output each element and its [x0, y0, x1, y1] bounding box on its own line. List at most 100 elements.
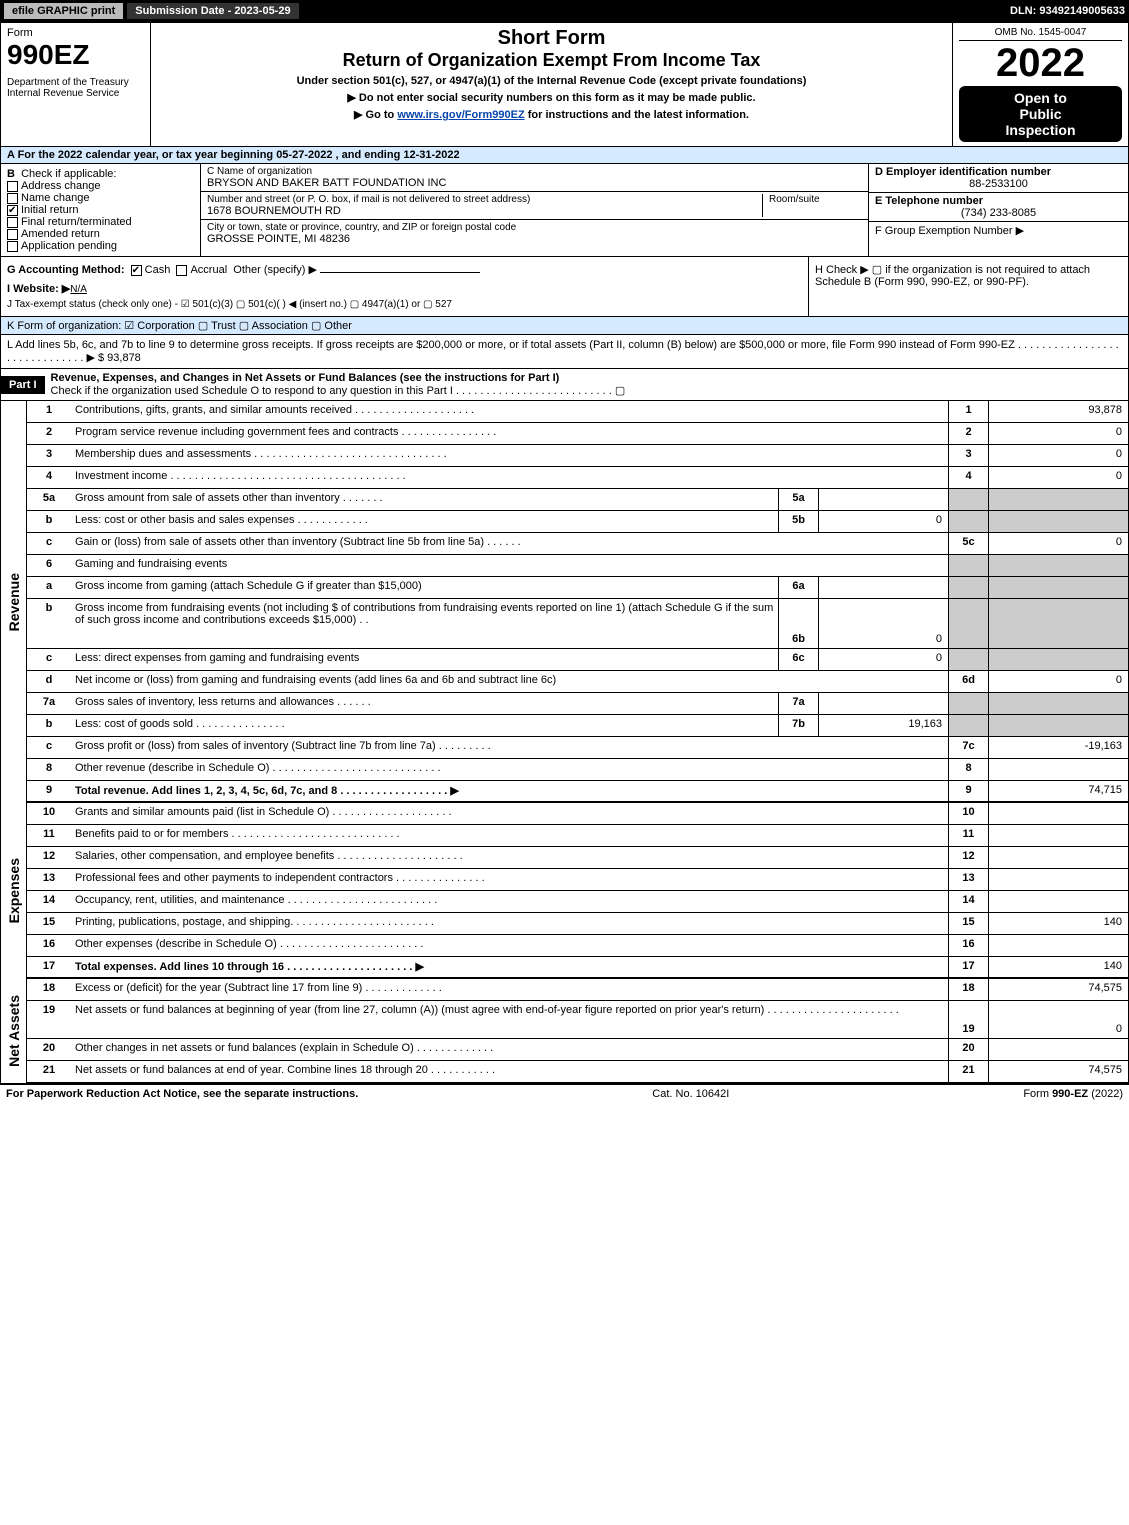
ln15-num: 15: [27, 913, 71, 934]
page-footer: For Paperwork Reduction Act Notice, see …: [0, 1085, 1129, 1103]
chk-application-pending[interactable]: [7, 241, 18, 252]
ln17-text: Total expenses. Add lines 10 through 16 …: [71, 957, 948, 977]
chk-final-return[interactable]: [7, 217, 18, 228]
line-12: 12Salaries, other compensation, and empl…: [27, 847, 1129, 869]
ln19-box: 19: [948, 1001, 988, 1038]
telephone-value: (734) 233-8085: [875, 207, 1122, 219]
e-label: E Telephone number: [875, 195, 1122, 207]
netassets-side-label: Net Assets: [1, 979, 27, 1083]
ln18-val: 74,575: [988, 979, 1128, 1000]
section-def: D Employer identification number 88-2533…: [868, 164, 1128, 256]
b-item-1: Name change: [21, 192, 90, 204]
chk-address-change[interactable]: [7, 181, 18, 192]
ln6b-text: Gross income from fundraising events (no…: [71, 599, 778, 648]
line-16: 16Other expenses (describe in Schedule O…: [27, 935, 1129, 957]
section-b: B Check if applicable: Address change Na…: [1, 164, 201, 256]
form-word: Form: [7, 27, 144, 39]
room-label: Room/suite: [769, 194, 862, 205]
ln11-box: 11: [948, 825, 988, 846]
ln6b-greybox: [948, 599, 988, 648]
chk-accrual[interactable]: [176, 265, 187, 276]
ln7b-greybox: [948, 715, 988, 736]
line-7a: 7aGross sales of inventory, less returns…: [27, 693, 1129, 715]
ln6a-greyval: [988, 577, 1128, 598]
main-title: Return of Organization Exempt From Incom…: [157, 50, 946, 71]
line-5c: cGain or (loss) from sale of assets othe…: [27, 533, 1129, 555]
part1-header-row: Part I Revenue, Expenses, and Changes in…: [0, 369, 1129, 401]
ln5b-greyval: [988, 511, 1128, 532]
ln6d-text: Net income or (loss) from gaming and fun…: [71, 671, 948, 692]
chk-cash[interactable]: [131, 265, 142, 276]
line-11: 11Benefits paid to or for members . . . …: [27, 825, 1129, 847]
ln19-num: 19: [27, 1001, 71, 1038]
ln8-num: 8: [27, 759, 71, 780]
ln6a-text: Gross income from gaming (attach Schedul…: [71, 577, 778, 598]
dln-label: DLN: 93492149005633: [1010, 5, 1125, 17]
short-form-title: Short Form: [157, 27, 946, 50]
line-8: 8Other revenue (describe in Schedule O) …: [27, 759, 1129, 781]
ln10-num: 10: [27, 803, 71, 824]
ln6a-num: a: [27, 577, 71, 598]
chk-amended-return[interactable]: [7, 229, 18, 240]
ln14-val: [988, 891, 1128, 912]
ln3-text: Membership dues and assessments . . . . …: [71, 445, 948, 466]
tax-year: 2022: [959, 41, 1122, 86]
ln4-num: 4: [27, 467, 71, 488]
ln12-box: 12: [948, 847, 988, 868]
ln13-val: [988, 869, 1128, 890]
expenses-section: Expenses 10Grants and similar amounts pa…: [0, 803, 1129, 979]
goto-link[interactable]: www.irs.gov/Form990EZ: [397, 109, 524, 121]
section-c: C Name of organization BRYSON AND BAKER …: [201, 164, 868, 256]
g-other: Other (specify) ▶: [233, 264, 317, 276]
ln13-text: Professional fees and other payments to …: [71, 869, 948, 890]
line-6d: dNet income or (loss) from gaming and fu…: [27, 671, 1129, 693]
ln5c-num: c: [27, 533, 71, 554]
ln9-box: 9: [948, 781, 988, 801]
ln6a-sub: 6a: [778, 577, 818, 598]
efile-print-button[interactable]: efile GRAPHIC print: [4, 3, 123, 19]
top-bar: efile GRAPHIC print Submission Date - 20…: [0, 0, 1129, 22]
ln21-val: 74,575: [988, 1061, 1128, 1082]
line-l-value: 93,878: [107, 352, 141, 364]
goto-tail: for instructions and the latest informat…: [528, 109, 749, 121]
open-line3: Inspection: [961, 122, 1120, 138]
ln7a-num: 7a: [27, 693, 71, 714]
street-address: 1678 BOURNEMOUTH RD: [207, 205, 762, 217]
line-7b: bLess: cost of goods sold . . . . . . . …: [27, 715, 1129, 737]
footer-right: Form 990-EZ (2022): [1023, 1088, 1123, 1100]
b-label: B: [7, 168, 15, 180]
b-item-4: Amended return: [21, 228, 100, 240]
b-item-2: Initial return: [21, 204, 78, 216]
ln12-num: 12: [27, 847, 71, 868]
chk-initial-return[interactable]: [7, 205, 18, 216]
line-4: 4Investment income . . . . . . . . . . .…: [27, 467, 1129, 489]
ln5a-sub: 5a: [778, 489, 818, 510]
chk-name-change[interactable]: [7, 193, 18, 204]
g-label: G Accounting Method:: [7, 264, 125, 276]
ln6a-sv: [818, 577, 948, 598]
ssn-warning: ▶ Do not enter social security numbers o…: [157, 91, 946, 104]
ln10-val: [988, 803, 1128, 824]
part1-badge: Part I: [1, 376, 45, 394]
ln21-box: 21: [948, 1061, 988, 1082]
ln1-val: 93,878: [988, 401, 1128, 422]
line-l-text: L Add lines 5b, 6c, and 7b to line 9 to …: [7, 339, 1119, 364]
part1-title: Revenue, Expenses, and Changes in Net As…: [51, 372, 560, 384]
ln5a-sv: [818, 489, 948, 510]
ln5a-greyval: [988, 489, 1128, 510]
header-left: Form 990EZ Department of the Treasury In…: [1, 23, 151, 146]
line-1: 1Contributions, gifts, grants, and simil…: [27, 401, 1129, 423]
line-k: K Form of organization: ☑ Corporation ▢ …: [0, 317, 1129, 335]
line-20: 20Other changes in net assets or fund ba…: [27, 1039, 1129, 1061]
footer-mid: Cat. No. 10642I: [652, 1088, 729, 1100]
top-bar-left: efile GRAPHIC print Submission Date - 20…: [4, 3, 299, 19]
dept-label: Department of the Treasury: [7, 77, 144, 88]
revenue-label: Revenue: [4, 569, 24, 635]
submission-date-badge: Submission Date - 2023-05-29: [127, 3, 298, 19]
ln8-val: [988, 759, 1128, 780]
g-cash: Cash: [145, 264, 171, 276]
under-section: Under section 501(c), 527, or 4947(a)(1)…: [157, 75, 946, 87]
part1-check: Check if the organization used Schedule …: [51, 385, 626, 397]
f-label: F Group Exemption Number ▶: [875, 224, 1122, 237]
ln9-num: 9: [27, 781, 71, 801]
